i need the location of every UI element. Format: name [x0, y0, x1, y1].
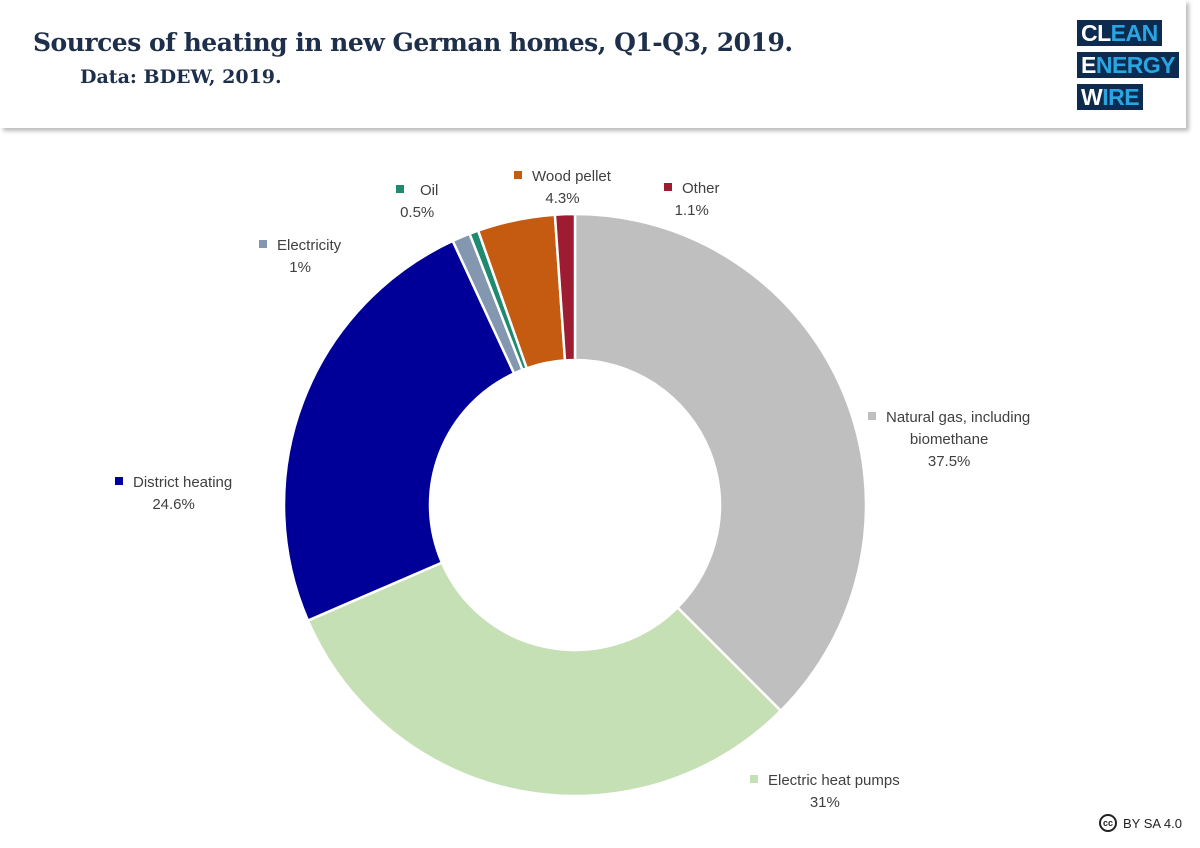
label-heat-pumps: Electric heat pumps 31%: [750, 770, 900, 814]
cc-icon: cc: [1098, 814, 1117, 832]
legend-swatch: [259, 240, 267, 249]
label-wood-pellet: Wood pellet 4.3%: [514, 166, 611, 210]
label-natural-gas: Natural gas, including biomethane 37.5%: [868, 407, 1030, 473]
license: cc BY SA 4.0: [1098, 814, 1182, 832]
legend-swatch: [115, 477, 123, 486]
legend-swatch: [664, 183, 672, 192]
slice-other: [553, 212, 577, 362]
legend-swatch: [396, 185, 404, 194]
legend-swatch: [750, 775, 758, 784]
legend-swatch: [868, 412, 876, 421]
label-other: Other 1.1%: [664, 178, 720, 222]
legend-swatch: [514, 171, 522, 180]
label-oil: Oil 0.5%: [396, 180, 438, 224]
header: Sources of heating in new German homes, …: [0, 0, 1186, 128]
label-electricity: Electricity 1%: [259, 235, 341, 279]
label-district-heating: District heating 24.6%: [115, 472, 232, 516]
slice-electric-heat-pumps: [306, 560, 783, 798]
chart-subtitle: Data: BDEW, 2019.: [80, 66, 282, 88]
chart-title: Sources of heating in new German homes, …: [33, 28, 793, 57]
clean-energy-wire-logo: CLEAN ENERGY WIRE: [1077, 20, 1180, 116]
slice-natural-gas-including-biomethane: [573, 212, 868, 713]
slice-district-heating: [282, 239, 516, 623]
